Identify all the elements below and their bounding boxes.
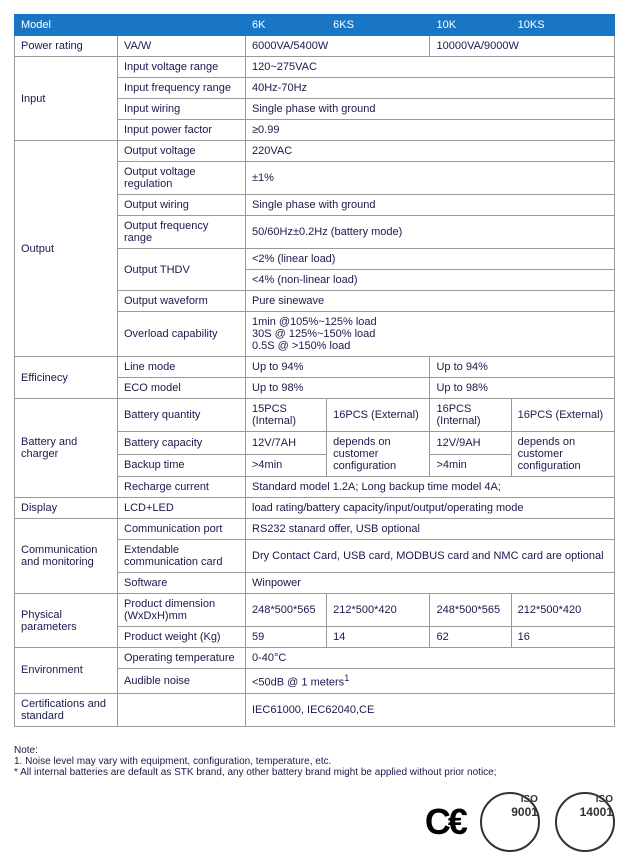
cat-communication: Communication and monitoring <box>15 519 118 594</box>
header-10k: 10K <box>430 15 511 36</box>
cat-efficiency: Efficinecy <box>15 357 118 399</box>
note-2: * All internal batteries are default as … <box>14 767 615 778</box>
cat-certifications: Certifications and standard <box>15 693 118 726</box>
cat-output: Output <box>15 141 118 357</box>
note-title: Note: <box>14 745 615 756</box>
cat-power: Power rating <box>15 36 118 57</box>
spec-table: Model 6K 6KS 10K 10KS Power ratingVA/W60… <box>14 14 615 727</box>
cat-display: Display <box>15 498 118 519</box>
cat-battery: Battery and charger <box>15 399 118 498</box>
cat-input: Input <box>15 57 118 141</box>
header-6ks: 6KS <box>327 15 430 36</box>
header-model: Model <box>15 15 118 36</box>
iso9001-logo: ISO9001 <box>480 792 540 852</box>
notes: Note: 1. Noise level may vary with equip… <box>14 745 615 778</box>
logos: C€ ISO9001 ISO14001 <box>14 792 615 852</box>
ce-logo: C€ <box>425 801 465 843</box>
header-10ks: 10KS <box>511 15 614 36</box>
header-6k: 6K <box>246 15 327 36</box>
note-1: 1. Noise level may vary with equipment, … <box>14 756 615 767</box>
iso14001-logo: ISO14001 <box>555 792 615 852</box>
cat-physical: Physical parameters <box>15 594 118 648</box>
cat-environment: Environment <box>15 648 118 694</box>
